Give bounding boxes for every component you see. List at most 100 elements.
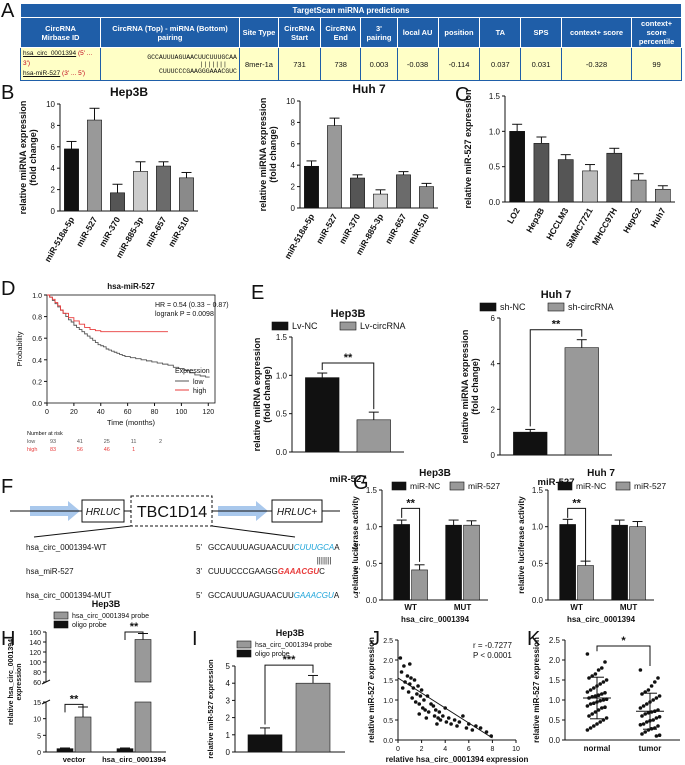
y-tick-label: 160 [29, 630, 41, 637]
table-header: Site Type [238, 17, 279, 48]
y-tick-label: 0.5 [383, 718, 393, 725]
y-tick-label: 5 [226, 662, 231, 671]
x-tick-label: 0 [45, 409, 49, 416]
y-tick-label: 0.6 [32, 336, 42, 343]
scatter-point [437, 710, 442, 714]
y-tick-label: 1.5 [383, 678, 393, 685]
legend-swatch [547, 302, 565, 312]
scatter-point [420, 706, 425, 710]
circ-dir: (5' ... 3') [23, 50, 93, 67]
bar-H-1-0 [116, 748, 134, 753]
legend-label: low [193, 379, 204, 386]
table-header: context+ score percentile [631, 17, 682, 48]
scatter-point [470, 728, 475, 732]
bar-I-0 [247, 734, 283, 753]
dot-tumor [657, 694, 662, 698]
scatter-point [406, 690, 411, 694]
dot-normal [585, 704, 590, 708]
y-tick-label: 0.5 [366, 559, 378, 568]
dot-normal [588, 688, 593, 692]
y-tick-label: 2 [51, 186, 56, 195]
y-axis-label: relative luciferase activity [351, 496, 360, 594]
legend-label: miR-527 [468, 481, 500, 491]
dot-normal [600, 666, 604, 670]
bar-H-upper [134, 639, 152, 683]
dot-tumor [657, 715, 662, 719]
significance-label: ** [70, 693, 79, 705]
dot-tumor [646, 711, 651, 715]
panel-label-e: E [251, 282, 265, 304]
x-tick-label: Hep3B [524, 206, 546, 234]
dot-tumor [641, 722, 646, 726]
dot-tumor [645, 702, 649, 706]
bar-B2-2 [350, 177, 365, 209]
bar-G1-MUT-miR-NC [445, 524, 462, 601]
x-tick-label: 2 [420, 746, 424, 753]
significance-label: ** [130, 621, 139, 633]
sequence-end-label: 3' [354, 543, 360, 552]
x-tick-label: Huh7 [648, 206, 667, 230]
chart-title: hsa-miR-527 [107, 282, 155, 291]
y-tick-label: 2.5 [549, 636, 561, 645]
annotation-hr: HR = 0.54 (0.33 − 0.87) [155, 302, 229, 309]
sequence-end-label: 5' [196, 591, 202, 600]
legend-label: Lv-NC [292, 321, 318, 331]
y-tick-label: 0.5 [532, 559, 544, 568]
risk-row-value: 93 [50, 439, 56, 445]
dot-normal [593, 672, 598, 676]
y-tick-label: 60 [33, 680, 41, 687]
scatter-point [418, 694, 423, 698]
bar-I-1 [295, 682, 331, 753]
y-tick-label: 1.5 [549, 676, 561, 685]
dot-normal [598, 699, 602, 703]
y-tick-label: 0 [226, 748, 231, 757]
x-tick-label: 40 [97, 409, 105, 416]
legend-swatch [391, 481, 407, 491]
scatter-point [415, 692, 419, 696]
zoom-line [33, 525, 132, 538]
y-tick-label: 1.0 [366, 523, 378, 532]
significance-bracket [321, 362, 375, 410]
risk-row-name: high [27, 447, 37, 453]
y-axis-label: Probability [15, 331, 24, 366]
dot-tumor [638, 668, 643, 672]
y-tick-label: 3 [226, 696, 231, 705]
panel-label-j: J [370, 628, 380, 650]
y-tick-label: 0.0 [366, 596, 378, 605]
legend-label: miR-NC [410, 481, 440, 491]
hrluc-plus-box [271, 499, 323, 523]
legend-label: hsa_circ_0001394 probe [72, 613, 149, 620]
x-tick-label: vector [63, 755, 86, 764]
bar-B1-4 [156, 165, 171, 212]
hrluc-box [81, 499, 125, 523]
dot-normal [585, 690, 590, 694]
x-tick-label: normal [584, 744, 611, 753]
sequence-text: GCCAUUUAGUAACUUGAAACGUA [208, 591, 340, 600]
x-tick-label: LO2 [505, 206, 522, 226]
chart-title: Hep3B [276, 628, 305, 638]
scatter-point [417, 702, 422, 706]
y-tick-label: 1.5 [532, 486, 544, 495]
bar-G2-WT-miR-527 [577, 565, 594, 601]
y-tick-label: 1.0 [383, 698, 393, 705]
dot-normal [590, 712, 594, 716]
y-tick-label: 0 [51, 207, 56, 216]
significance-label: ** [572, 497, 581, 509]
dot-tumor [657, 733, 662, 737]
gene-label: TBC1D14 [137, 504, 207, 521]
scatter-point [399, 670, 404, 674]
pair-bars: ||||||| [199, 60, 227, 68]
legend-swatch [479, 302, 497, 312]
dot-normal [587, 676, 591, 680]
legend-swatch [557, 481, 573, 491]
legend-swatch [339, 321, 357, 331]
y-axis-label: (fold change) [268, 126, 278, 183]
y-axis-label: expression [16, 664, 23, 701]
sequence-end-label: 5' [196, 543, 202, 552]
table-header: CircRNA End [320, 17, 362, 48]
dot-normal [593, 694, 598, 698]
bar-G1-WT-miR-527 [411, 569, 428, 601]
dot-normal [600, 706, 604, 710]
bar-B2-0 [304, 165, 319, 209]
bar-B1-0 [64, 148, 79, 212]
